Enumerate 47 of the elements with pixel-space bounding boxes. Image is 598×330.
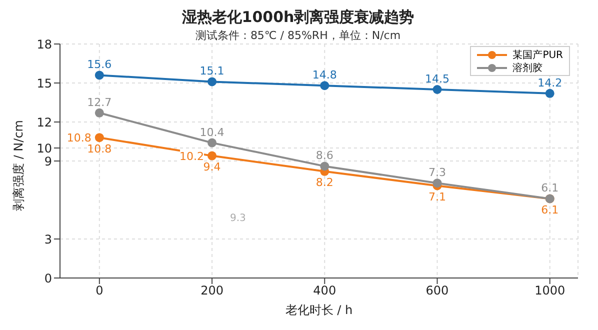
data-label: 14.2 — [538, 76, 562, 90]
point — [94, 108, 104, 118]
data-label: 6.1 — [541, 182, 559, 195]
x-tick-label: 1000 — [534, 284, 566, 298]
y-tick-label: 12 — [36, 115, 52, 130]
data-label: 6.1 — [541, 204, 559, 217]
data-label: 7.1 — [428, 190, 446, 204]
point — [208, 151, 217, 160]
point — [94, 70, 104, 80]
data-label: 14.8 — [312, 68, 337, 82]
x-tick-label: 0 — [96, 284, 104, 298]
data-label: 15.6 — [87, 58, 112, 72]
chart-subtitle: 测试条件：85℃ / 85%RH，单位：N/cm — [195, 29, 401, 42]
y-tick-label: 18 — [36, 37, 52, 52]
x-tick-label: 600 — [426, 284, 449, 298]
y-tick-label: 3 — [44, 232, 52, 246]
legend-label: 某国产PUR — [512, 48, 563, 62]
point — [432, 178, 442, 188]
data-label: 12.7 — [87, 96, 112, 109]
point — [208, 77, 217, 86]
annotation: 10.2 — [180, 150, 204, 163]
data-label: 8.6 — [316, 149, 334, 162]
point — [432, 85, 442, 94]
annotation: 9.3 — [230, 213, 246, 224]
data-label: 14.5 — [424, 72, 450, 86]
point — [94, 133, 104, 142]
x-tick-label: 400 — [313, 284, 336, 298]
y-tick-label: 0 — [44, 271, 52, 286]
y-tick-label: 15 — [36, 76, 52, 90]
x-axis-title: 老化时长 / h — [285, 303, 353, 317]
data-label: 10.8 — [87, 142, 112, 156]
annotation: 10.8 — [66, 132, 92, 145]
data-label: 9.4 — [203, 160, 221, 174]
legend-label: 溶剂胶 — [512, 62, 543, 74]
data-label: 7.3 — [428, 166, 446, 180]
x-tick-label: 200 — [200, 284, 224, 298]
point — [320, 162, 330, 171]
data-label: 10.4 — [200, 126, 224, 139]
data-label: 15.1 — [200, 64, 224, 78]
point — [208, 138, 217, 148]
y-tick-label: 10 — [36, 141, 52, 156]
data-label: 8.2 — [316, 176, 334, 190]
chart-title: 湿热老化1000h剥离强度衰减趋势 — [180, 8, 416, 27]
y-axis-title: 剥离强度 / N/cm — [11, 120, 26, 211]
y-tick-label: 9 — [44, 154, 52, 168]
point — [545, 88, 554, 98]
point — [320, 81, 330, 90]
